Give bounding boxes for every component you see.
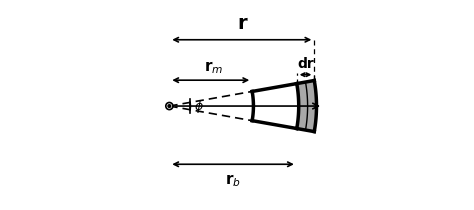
Polygon shape	[252, 84, 299, 129]
Circle shape	[166, 102, 173, 110]
Text: r$_b$: r$_b$	[225, 172, 241, 189]
Text: r: r	[237, 14, 246, 33]
Text: dr: dr	[297, 57, 314, 71]
Circle shape	[168, 105, 171, 107]
Polygon shape	[297, 80, 317, 132]
Text: r$_m$: r$_m$	[204, 59, 224, 76]
Text: $\phi$: $\phi$	[194, 98, 204, 114]
